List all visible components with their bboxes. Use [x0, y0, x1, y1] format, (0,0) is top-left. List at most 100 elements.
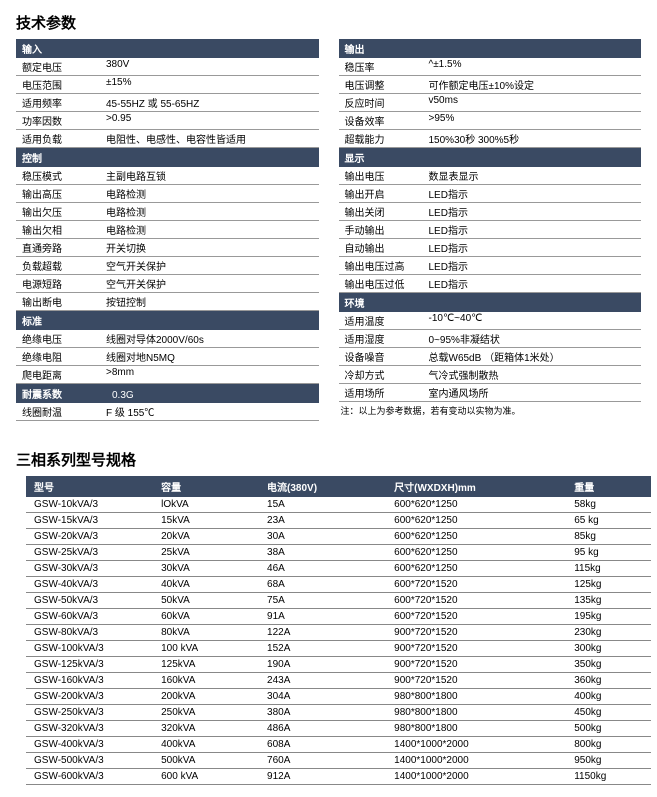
left-param-row: 电压范围±15%: [16, 76, 319, 94]
right-param-row: 超载能力150%30秒 300%5秒: [339, 130, 642, 148]
table-cell: 600 kVA: [153, 769, 259, 785]
table-row: GSW-400kVA/3400kVA608A1400*1000*2000800k…: [26, 737, 651, 753]
param-value: 线圈对地N5MQ: [106, 349, 319, 364]
table-row: GSW-30kVA/330kVA46A600*620*1250115kg: [26, 561, 651, 577]
table-row: GSW-100kVA/3100 kVA152A900*720*1520300kg: [26, 641, 651, 657]
table-cell: 486A: [259, 721, 386, 737]
left-param-row: 输出断电按钮控制: [16, 293, 319, 311]
table-cell: 243A: [259, 673, 386, 689]
table-cell: 68A: [259, 577, 386, 593]
param-label: 稳压模式: [16, 168, 106, 183]
left-column: 输入额定电压380V电压范围±15%适用频率45-55HZ 或 55-65HZ功…: [16, 39, 319, 421]
table-cell: 1400*1000*2000: [386, 737, 566, 753]
table-cell: 250kVA: [153, 705, 259, 721]
table-cell: 91A: [259, 609, 386, 625]
models-col-header: 重量: [566, 476, 651, 497]
table-cell: 320kVA: [153, 721, 259, 737]
right-param-row: 设备噪音总载W65dB （距箱体1米处）: [339, 348, 642, 366]
param-value: 电阻性、电感性、电容性皆适用: [106, 131, 319, 146]
param-label: 功率因数: [16, 113, 106, 128]
table-cell: GSW-60kVA/3: [26, 609, 153, 625]
models-col-header: 电流(380V): [259, 476, 386, 497]
left-param-row: 输出高压电路检测: [16, 185, 319, 203]
table-cell: GSW-20kVA/3: [26, 529, 153, 545]
param-value: 室内通风场所: [429, 385, 642, 400]
param-label: 适用场所: [339, 385, 429, 400]
param-value: -10℃~40℃: [429, 313, 642, 328]
table-row: GSW-60kVA/360kVA91A600*720*1520195kg: [26, 609, 651, 625]
table-cell: 135kg: [566, 593, 651, 609]
table-row: GSW-600kVA/3600 kVA912A1400*1000*2000115…: [26, 769, 651, 785]
param-value: LED指示: [429, 222, 642, 237]
table-cell: GSW-10kVA/3: [26, 497, 153, 513]
table-cell: 450kg: [566, 705, 651, 721]
param-value: 总载W65dB （距箱体1米处）: [429, 349, 642, 364]
param-label: 输出电压: [339, 168, 429, 183]
table-cell: 350kg: [566, 657, 651, 673]
table-cell: 600*620*1250: [386, 529, 566, 545]
left-param-row: 绝缘电压线圈对导体2000V/60s: [16, 330, 319, 348]
param-value: 0~95%非凝结状: [429, 331, 642, 346]
table-cell: 15A: [259, 497, 386, 513]
right-section-header: 显示: [339, 148, 642, 167]
param-value: 电路检测: [106, 204, 319, 219]
right-param-row: 反应时间v50ms: [339, 94, 642, 112]
table-cell: 500kVA: [153, 753, 259, 769]
param-label: 冷却方式: [339, 367, 429, 382]
param-value: ^±1.5%: [429, 59, 642, 74]
param-label: 输出高压: [16, 186, 106, 201]
table-cell: 50kVA: [153, 593, 259, 609]
param-label: 设备噪音: [339, 349, 429, 364]
table-cell: 58kg: [566, 497, 651, 513]
param-label: 绝缘电阻: [16, 349, 106, 364]
table-cell: 1400*1000*2000: [386, 769, 566, 785]
table-cell: GSW-250kVA/3: [26, 705, 153, 721]
left-param-row: 适用频率45-55HZ 或 55-65HZ: [16, 94, 319, 112]
table-row: GSW-50kVA/350kVA75A600*720*1520135kg: [26, 593, 651, 609]
table-cell: 125kg: [566, 577, 651, 593]
table-cell: 600*620*1250: [386, 513, 566, 529]
param-label: 输出开启: [339, 186, 429, 201]
table-cell: 300kg: [566, 641, 651, 657]
param-value: v50ms: [429, 95, 642, 110]
table-cell: 30kVA: [153, 561, 259, 577]
table-cell: 160kVA: [153, 673, 259, 689]
param-value: LED指示: [429, 276, 642, 291]
left-section-header: 标准: [16, 311, 319, 330]
table-cell: 30A: [259, 529, 386, 545]
right-param-row: 适用场所室内通风场所: [339, 384, 642, 402]
param-label: 适用温度: [339, 313, 429, 328]
table-row: GSW-125kVA/3125kVA190A900*720*1520350kg: [26, 657, 651, 673]
table-cell: 600*620*1250: [386, 561, 566, 577]
table-cell: 950kg: [566, 753, 651, 769]
table-row: GSW-200kVA/3200kVA304A980*800*1800400kg: [26, 689, 651, 705]
table-cell: 1400*1000*2000: [386, 753, 566, 769]
param-value: >8mm: [106, 367, 319, 382]
table-cell: 38A: [259, 545, 386, 561]
table-cell: GSW-50kVA/3: [26, 593, 153, 609]
table-cell: 80kVA: [153, 625, 259, 641]
param-value: 线圈对导体2000V/60s: [106, 331, 319, 346]
models-table: 型号容量电流(380V)尺寸(WXDXH)mm重量 GSW-10kVA/3lOk…: [26, 476, 651, 785]
table-cell: GSW-80kVA/3: [26, 625, 153, 641]
models-header-row: 型号容量电流(380V)尺寸(WXDXH)mm重量: [26, 476, 651, 497]
param-value: 主副电路互锁: [106, 168, 319, 183]
param-label: 适用频率: [16, 95, 106, 110]
table-cell: 46A: [259, 561, 386, 577]
param-label: 线圈耐温: [16, 404, 106, 419]
param-label: 自动输出: [339, 240, 429, 255]
table-cell: 100 kVA: [153, 641, 259, 657]
left-param-row: 负载超载空气开关保护: [16, 257, 319, 275]
table-cell: 900*720*1520: [386, 657, 566, 673]
table-row: GSW-25kVA/325kVA38A600*620*125095 kg: [26, 545, 651, 561]
table-cell: GSW-100kVA/3: [26, 641, 153, 657]
param-value: 数显表显示: [429, 168, 642, 183]
table-cell: 304A: [259, 689, 386, 705]
param-label: 超载能力: [339, 131, 429, 146]
param-label: 输出电压过低: [339, 276, 429, 291]
table-cell: 800kg: [566, 737, 651, 753]
table-row: GSW-500kVA/3500kVA760A1400*1000*2000950k…: [26, 753, 651, 769]
table-cell: GSW-25kVA/3: [26, 545, 153, 561]
table-cell: 980*800*1800: [386, 705, 566, 721]
table-cell: 608A: [259, 737, 386, 753]
